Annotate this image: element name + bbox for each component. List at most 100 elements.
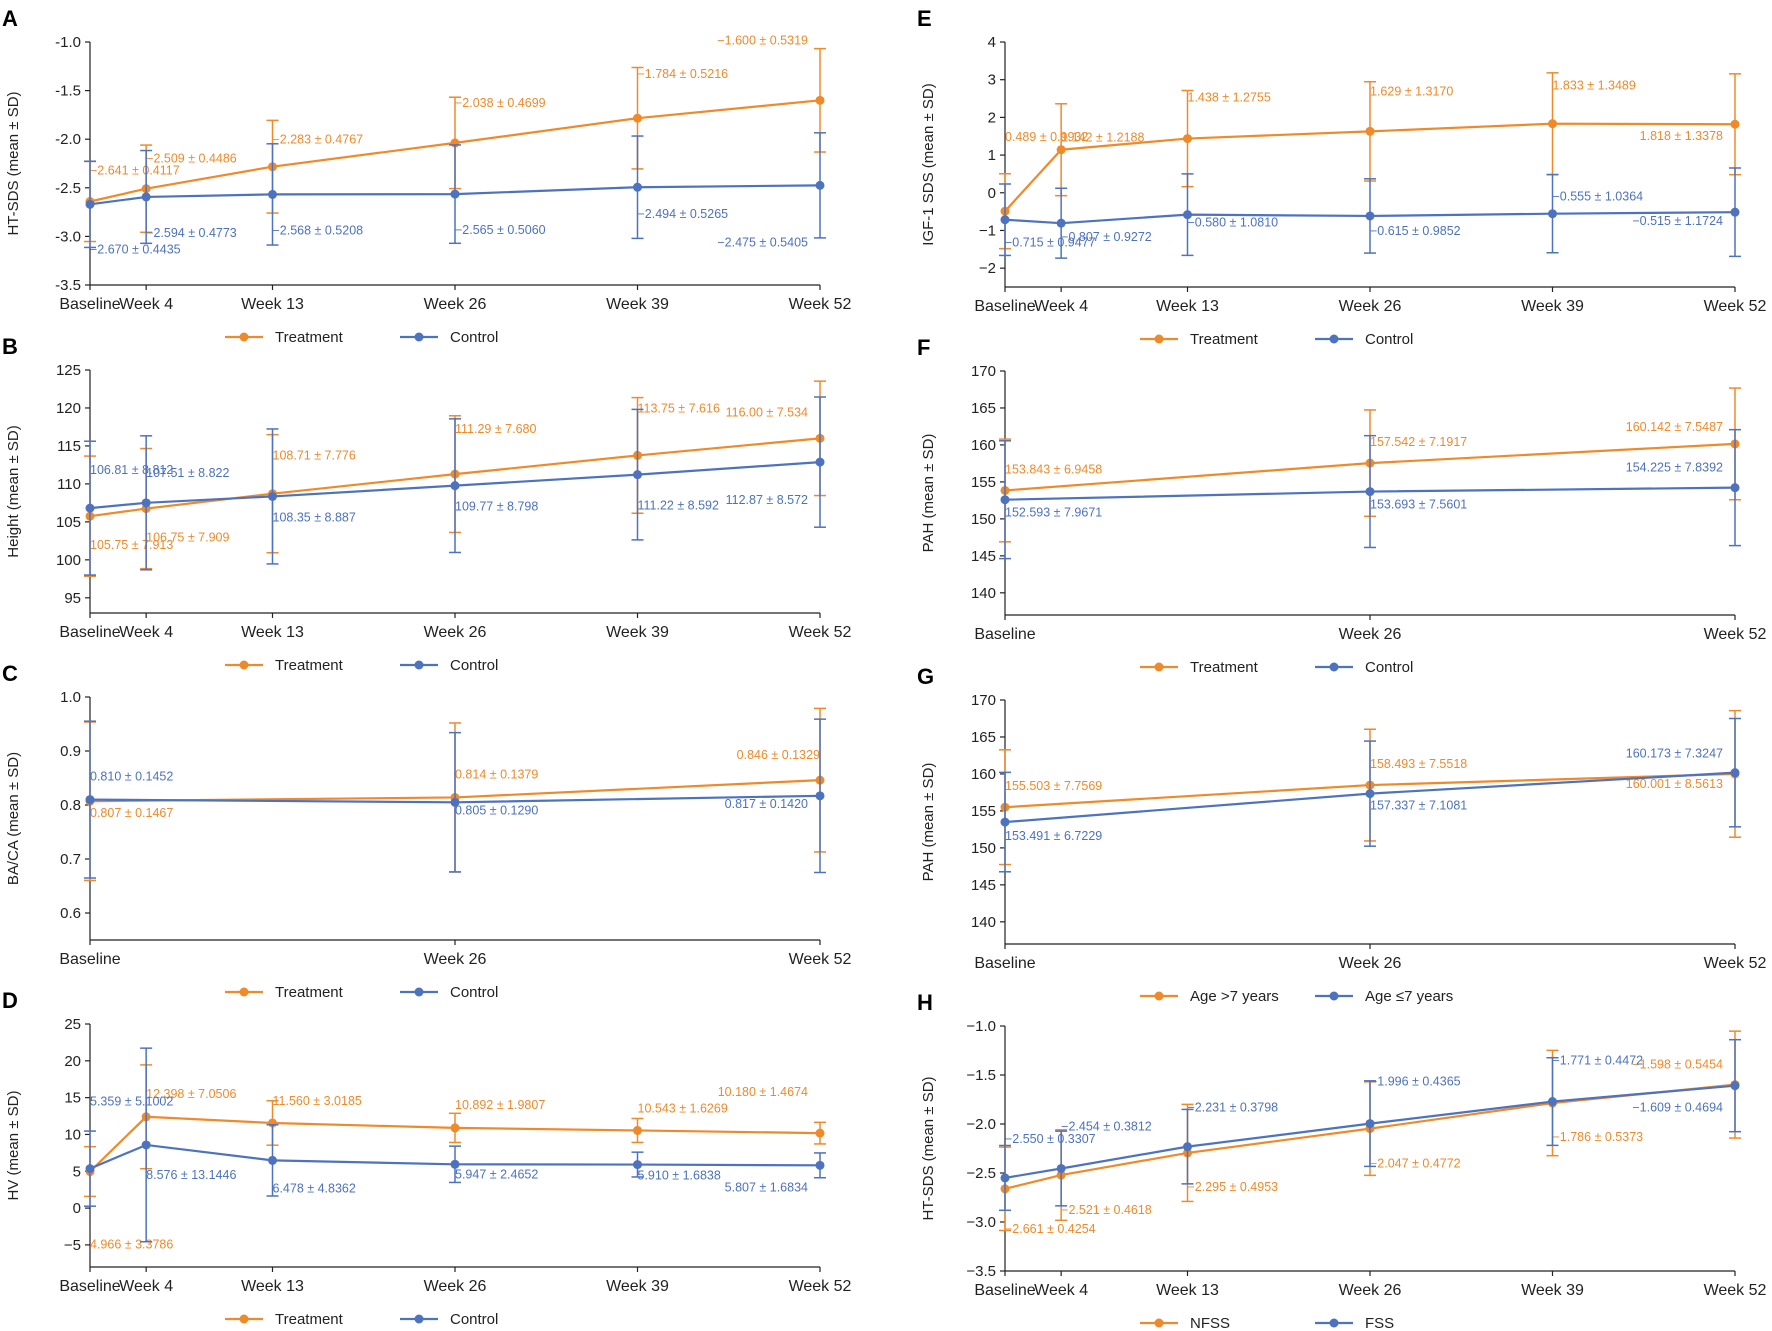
data-point [1365,1119,1375,1129]
data-label: −2.568 ± 0.5208 [273,223,364,237]
x-tick-label: Week 13 [1156,298,1219,315]
legend-label: Treatment [1190,659,1259,676]
data-label: 153.843 ± 6.9458 [1005,462,1102,476]
legend: Treatment Control [225,984,498,1001]
legend-label: Control [450,657,498,674]
data-point [815,791,825,801]
data-label: 160.001 ± 8.5613 [1626,777,1723,791]
data-label: −2.038 ± 0.4699 [455,96,546,110]
data-point [1000,215,1010,225]
y-tick-label: -1.0 [55,34,81,51]
y-tick-label: −2.5 [966,1165,996,1182]
legend-swatch-marker [1154,1318,1164,1328]
series-control: −2.670 ± 0.4435 −2.594 ± 0.4773 −2.568 ± 0… [84,132,826,256]
data-label: 0.810 ± 0.1452 [90,770,173,784]
y-tick-label: 150 [971,511,996,528]
legend-label: Treatment [1190,331,1259,348]
data-label: 8.576 ± 13.1446 [146,1168,236,1182]
data-point [450,481,460,491]
legend-swatch-marker [1154,334,1164,344]
data-point [1730,483,1740,493]
x-tick-label: Baseline [974,626,1035,643]
y-tick-label: 165 [971,400,996,417]
y-tick-label: 1.0 [60,689,81,706]
y-axis-label: HV (mean ± SD) [5,1091,22,1201]
x-tick-label: Baseline [59,1278,120,1295]
data-label: 1.438 ± 1.2755 [1188,91,1271,105]
data-label: 153.693 ± 7.5601 [1370,498,1467,512]
data-label: −1.996 ± 0.4365 [1370,1075,1461,1089]
y-tick-label: 155 [971,474,996,491]
x-tick-label: Baseline [974,1282,1035,1299]
data-point [268,189,277,199]
legend-swatch-marker [1329,334,1339,344]
y-axis-label: HT-SDS (mean ± SD) [5,91,22,235]
x-tick-label: Week 39 [1521,1282,1584,1299]
legend-swatch-marker [239,332,249,342]
data-point [815,180,825,190]
data-point [633,182,642,192]
data-point [1183,134,1192,144]
y-tick-label: 95 [64,590,81,607]
data-point [450,189,460,199]
data-label: 0.846 ± 0.1329 [737,748,820,762]
data-label: −2.509 ± 0.4486 [146,152,237,166]
y-tick-label: 0 [988,185,996,202]
data-point [450,1159,460,1169]
x-tick-label: Week 39 [606,1278,669,1295]
data-label: 0.489 ± 0.9932 [1005,130,1088,144]
data-point [85,503,95,513]
data-point [1365,487,1375,497]
x-tick-label: Week 26 [424,296,487,313]
x-tick-label: Week 4 [1034,298,1088,315]
data-label: −2.475 ± 0.5405 [717,235,808,249]
panel-letter: B [2,334,18,359]
panel-f: F 140 145 150 155 160 165 170 Baseline Week 26 Wee… [917,335,1767,676]
x-tick-label: Week 13 [241,1278,304,1295]
y-tick-label: −2 [979,260,996,277]
y-tick-label: −3.0 [966,1214,996,1231]
x-tick-label: Week 52 [1704,1282,1767,1299]
data-label: 154.225 ± 7.8392 [1626,461,1723,475]
data-point [1548,1097,1557,1107]
legend-swatch-marker [239,660,249,670]
legend: Treatment Control [225,329,498,346]
y-tick-label: −1.5 [966,1067,996,1084]
x-tick-label: Baseline [974,298,1035,315]
legend-swatch-marker [414,332,424,342]
y-tick-label: 100 [56,552,81,569]
data-point [815,457,825,467]
data-label: −2.283 ± 0.4767 [273,133,364,147]
data-point [268,1155,277,1165]
legend-label: Control [450,329,498,346]
data-label: −2.231 ± 0.3798 [1188,1101,1279,1115]
data-label: 1.833 ± 1.3489 [1553,79,1636,93]
legend-swatch-marker [1329,991,1339,1001]
legend: NFSS FSS [1140,1315,1394,1331]
series-line [1004,211,1736,225]
x-tick-label: Week 4 [119,624,173,641]
series-line [1004,122,1736,212]
legend-swatch-marker [1329,1318,1339,1328]
data-label: 0.817 ± 0.1420 [725,797,808,811]
y-tick-label: 120 [56,400,81,417]
y-tick-label: 105 [56,514,81,531]
panel-letter: A [2,6,18,31]
panel-letter: G [917,664,934,689]
data-label: 157.337 ± 7.1081 [1370,799,1467,813]
x-tick-label: Week 26 [424,951,487,968]
legend-label: Treatment [275,329,344,346]
data-label: 1.629 ± 1.3170 [1370,84,1453,98]
data-label: 5.807 ± 1.6834 [725,1180,808,1194]
data-label: 5.910 ± 1.6838 [638,1169,721,1183]
x-tick-label: Baseline [59,296,120,313]
y-tick-label: -2.5 [55,180,81,197]
data-point [815,1128,825,1138]
data-label: 1.818 ± 1.3378 [1640,129,1723,143]
panel-letter: E [917,6,932,31]
data-label: 5.947 ± 2.4652 [455,1167,538,1181]
y-tick-label: 5 [73,1163,81,1180]
